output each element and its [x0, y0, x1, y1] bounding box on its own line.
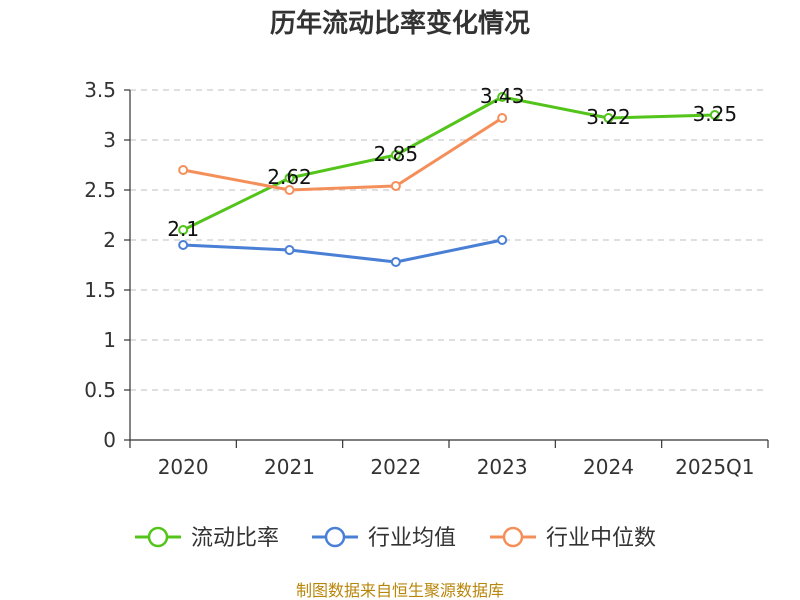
series-line — [182, 95, 715, 232]
series-line — [183, 238, 503, 264]
data-label: 2.85 — [374, 142, 419, 166]
y-tick-label: 0.5 — [84, 378, 116, 402]
y-tick-label: 1.5 — [84, 278, 116, 302]
data-point — [178, 165, 189, 175]
y-axis: 0 0.5 1 1.5 2 2.5 3 3.5 — [84, 78, 131, 452]
x-tick-label: 2022 — [370, 455, 421, 479]
x-tick-label: 2020 — [158, 455, 209, 479]
data-point — [178, 225, 189, 235]
legend-label: 行业中位数 — [546, 526, 656, 551]
data-point — [284, 173, 295, 183]
legend-label: 行业均值 — [368, 526, 456, 551]
legend-item-2[interactable]: 行业中位数 — [490, 526, 656, 551]
data-label: 3.43 — [480, 84, 525, 108]
legend-marker — [147, 526, 169, 548]
series-1 — [178, 235, 508, 267]
chart-title: 历年流动比率变化情况 — [270, 8, 530, 39]
legend-marker — [324, 526, 346, 548]
series-0: 2.12.622.853.433.22 3.25 — [167, 84, 737, 241]
data-point — [709, 110, 720, 120]
legend-marker — [502, 526, 524, 548]
data-label: 3.22 — [586, 105, 631, 129]
y-tick-label: 2 — [103, 228, 116, 252]
data-label: 3.25 — [693, 102, 738, 126]
series-line — [182, 116, 503, 192]
data-point — [497, 113, 508, 123]
x-tick-label: 2023 — [477, 455, 528, 479]
y-tick-label: 2.5 — [84, 178, 116, 202]
legend[interactable]: 流动比率 行业均值 行业中位数 — [135, 526, 656, 551]
data-point — [178, 240, 189, 250]
x-tick-label: 2025Q1 — [675, 455, 754, 479]
source-note: 制图数据来自恒生聚源数据库 — [296, 581, 504, 600]
data-point — [390, 257, 401, 267]
data-point — [497, 92, 508, 102]
data-label: 2.1 — [167, 217, 199, 241]
x-tick-label: 2024 — [583, 455, 634, 479]
data-point — [497, 235, 508, 245]
y-tick-label: 3.5 — [84, 78, 116, 102]
series-group: 2.12.622.853.433.22 3.25 — [167, 84, 737, 267]
data-point — [603, 113, 614, 123]
x-tick-label: 2021 — [264, 455, 315, 479]
legend-item-0[interactable]: 流动比率 — [135, 526, 279, 551]
y-tick-label: 1 — [103, 328, 116, 352]
data-point — [390, 150, 401, 160]
y-tick-label: 0 — [103, 428, 116, 452]
grid-lines — [130, 89, 768, 391]
y-tick-label: 3 — [103, 128, 116, 152]
x-axis: 2020 2021 2022 2023 2024 2025Q1 — [129, 439, 769, 479]
series-2 — [178, 113, 508, 195]
data-point — [284, 245, 295, 255]
legend-item-1[interactable]: 行业均值 — [312, 526, 456, 551]
legend-label: 流动比率 — [191, 526, 279, 551]
data-point — [284, 185, 295, 195]
data-point — [390, 181, 401, 191]
